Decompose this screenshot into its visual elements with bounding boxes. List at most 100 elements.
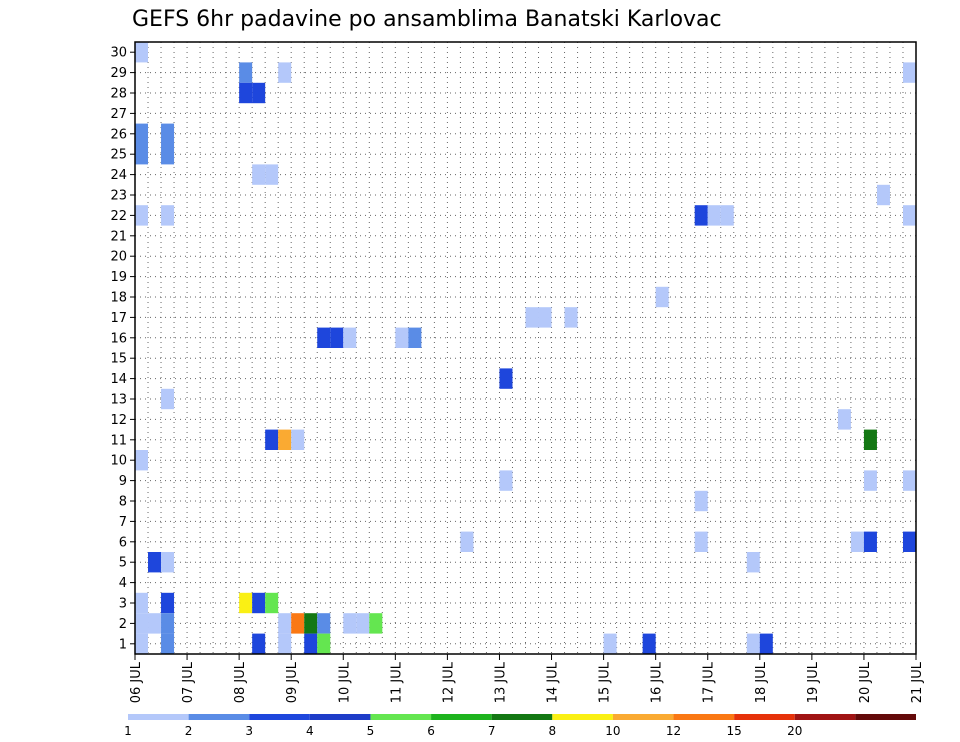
y-tick-label: 7: [119, 515, 127, 530]
y-tick-label: 26: [110, 127, 127, 142]
y-tick-label: 9: [119, 474, 127, 489]
colorbar-label: 5: [367, 724, 375, 738]
colorbar-label: 10: [605, 724, 620, 738]
precip-cell: [317, 327, 331, 348]
precip-cell: [252, 82, 266, 104]
precip-cell: [902, 62, 916, 83]
precip-cell: [642, 633, 656, 654]
x-tick-label: 19 JUL: [806, 661, 821, 703]
y-tick-label: 19: [110, 270, 127, 285]
colorbar-segment: [612, 714, 674, 720]
precip-cell: [135, 144, 149, 165]
x-tick-label: 17 JUL: [702, 661, 717, 703]
colorbar-segment: [188, 714, 250, 720]
x-tick-label: 09 JUL: [285, 661, 300, 703]
plot-frame: [134, 41, 917, 655]
colorbar-label: 7: [488, 724, 496, 738]
precip-cell: [135, 592, 149, 614]
precip-cell: [291, 429, 305, 450]
precip-cell: [239, 592, 253, 614]
colorbar-segment: [491, 714, 553, 720]
precip-cell: [343, 327, 357, 348]
precip-cell: [135, 613, 149, 634]
x-tick-label: 14 JUL: [546, 661, 561, 703]
colorbar-segment: [249, 714, 310, 720]
x-tick-label: 12 JUL: [441, 661, 456, 703]
precip-cell: [720, 205, 734, 226]
precip-cell: [902, 205, 916, 226]
precip-cell: [408, 327, 422, 348]
precip-cell: [252, 633, 266, 654]
y-tick-label: 16: [110, 331, 127, 346]
y-tick-label: 5: [119, 556, 127, 571]
precip-cell: [135, 450, 149, 471]
x-tick-label: 08 JUL: [233, 661, 248, 703]
precip-cell: [291, 613, 305, 634]
precip-cell: [135, 123, 149, 144]
colorbar-label: 4: [306, 724, 314, 738]
precip-cell: [161, 388, 175, 410]
precip-cell: [265, 429, 279, 450]
y-tick-label: 28: [110, 87, 127, 102]
y-tick-label: 29: [110, 66, 127, 81]
precip-cell: [746, 633, 760, 654]
y-tick-label: 4: [119, 576, 127, 591]
x-tick-label: 16 JUL: [650, 661, 665, 703]
colorbar-label: 12: [666, 724, 681, 738]
precip-cell: [694, 205, 708, 226]
precip-cell: [278, 429, 292, 450]
y-tick-label: 11: [110, 433, 127, 448]
colorbar-segment: [794, 714, 856, 720]
precip-cell: [863, 429, 877, 450]
precip-cell: [135, 42, 149, 63]
precip-cell: [148, 552, 162, 573]
y-tick-label: 17: [110, 311, 127, 326]
x-axis-ticks: 06 JUL 07 JUL 08 JUL 09 JUL 10 JUL 11 JUL 12 J…: [129, 654, 925, 703]
y-tick-label: 15: [110, 352, 127, 367]
precip-cell: [278, 62, 292, 83]
grid-lines: [135, 42, 916, 654]
precip-cell: [746, 552, 760, 573]
colorbar-segment: [431, 714, 492, 720]
precip-cell: [148, 613, 162, 634]
y-tick-label: 20: [110, 250, 127, 265]
colorbar-segment: [734, 714, 795, 720]
precip-cell: [161, 144, 175, 165]
colorbar-label: 2: [185, 724, 193, 738]
x-tick-label: 18 JUL: [754, 661, 769, 703]
colorbar-label: 6: [427, 724, 435, 738]
y-tick-label: 6: [119, 535, 127, 550]
colorbar-segment: [309, 714, 371, 720]
colorbar-label: 8: [548, 724, 556, 738]
y-tick-label: 25: [110, 148, 127, 163]
precip-cell: [278, 613, 292, 634]
x-tick-label: 06 JUL: [129, 661, 144, 703]
precip-cell: [538, 307, 552, 328]
precip-cell: [369, 613, 383, 634]
precip-cell: [343, 613, 357, 634]
colorbar-label: 20: [787, 724, 802, 738]
x-tick-label: 21 JUL: [910, 661, 925, 703]
precip-cell: [265, 592, 279, 614]
y-tick-label: 23: [110, 189, 127, 204]
colorbar: 1 2 3 4 5 6 7 8 10 12 15 20: [124, 714, 916, 738]
y-tick-label: 22: [110, 209, 127, 224]
precip-cell: [239, 62, 253, 83]
precip-cell: [304, 613, 318, 634]
precip-cell: [395, 327, 409, 348]
precip-cell: [317, 613, 331, 634]
precip-cell: [239, 82, 253, 104]
precip-cell: [460, 531, 474, 552]
precip-cell: [837, 409, 851, 430]
precip-cell: [161, 552, 175, 573]
y-tick-label: 12: [110, 413, 127, 428]
precip-cell: [850, 531, 864, 552]
y-tick-label: 18: [110, 291, 127, 306]
precip-cell: [694, 531, 708, 552]
colorbar-segment: [370, 714, 432, 720]
precip-cell: [330, 327, 344, 348]
precip-cell: [603, 633, 617, 654]
precip-cell: [564, 307, 578, 328]
x-tick-label: 20 JUL: [858, 661, 873, 703]
x-tick-label: 15 JUL: [598, 661, 613, 703]
